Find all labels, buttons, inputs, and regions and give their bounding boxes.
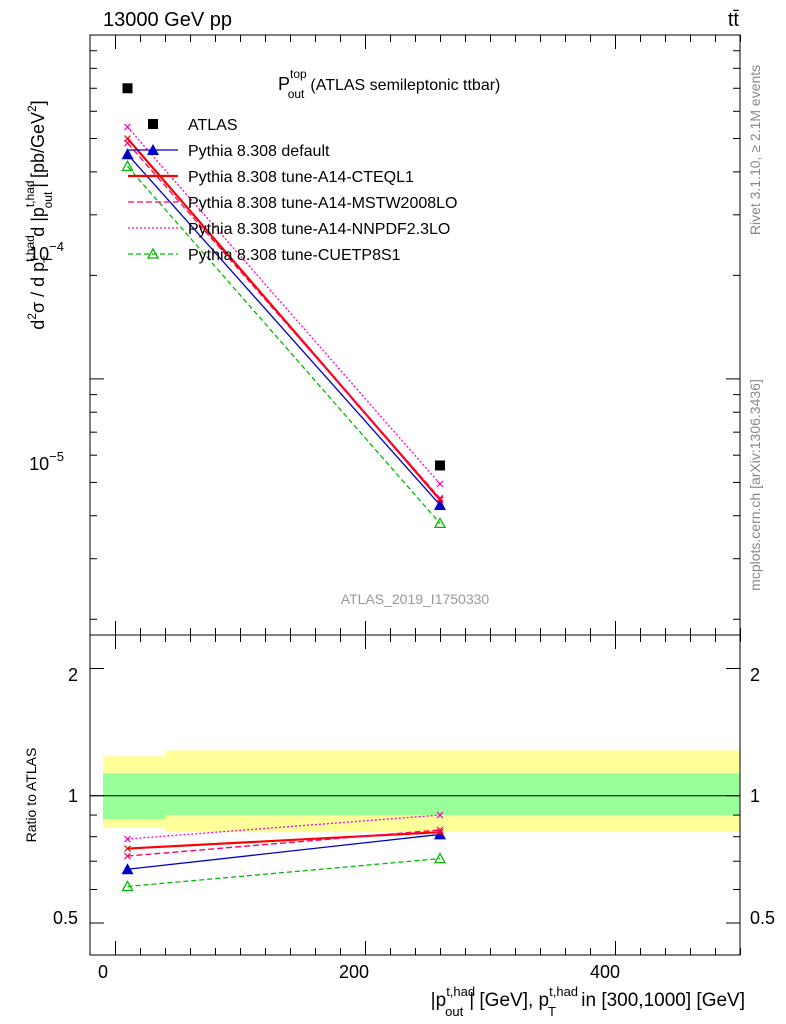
main-series-point-2-1 — [436, 494, 444, 502]
ylabel-part-close: ] — [28, 100, 48, 105]
rivet-label: Rivet 3.1.10, ≥ 2.1M events — [747, 65, 763, 235]
main-title-sub: out — [288, 87, 305, 101]
ratio-ylabel: Ratio to ATLAS — [23, 748, 39, 843]
xtick-label-0: 0 — [98, 962, 108, 982]
ylabel-part-d: d — [28, 320, 48, 330]
main-series-point-2-0 — [124, 139, 131, 147]
legend-marker-0 — [148, 119, 158, 129]
ylabel-part-out: out — [41, 191, 55, 208]
ratio-series-line-4 — [127, 857, 441, 888]
ylabel-part-tsup2: t,had — [23, 180, 37, 207]
ratio-ytick-0.5-right: 0.5 — [750, 908, 775, 928]
ratio-ytick-2-left: 2 — [68, 665, 78, 685]
analysis-id: ATLAS_2019_I1750330 — [341, 591, 490, 607]
xlabel-part-T: T — [548, 1004, 556, 1019]
data-point-1 — [435, 460, 445, 471]
main-series-line-4 — [127, 165, 441, 524]
ratio-band-inner-1 — [165, 773, 741, 816]
ytick-1e-5-base: 10 — [29, 454, 49, 474]
xtick-label-400: 400 — [590, 962, 620, 982]
ytick-1e-4-base: 10 — [29, 244, 49, 264]
legend-label-4: Pythia 8.308 tune-A14-NNPDF2.3LO — [188, 221, 450, 238]
xlabel-part-p: |p — [431, 990, 447, 1011]
ratio-series-line-0 — [127, 833, 441, 870]
main-title-sup: top — [290, 67, 307, 81]
main-title-suffix: (ATLAS semileptonic ttbar) — [310, 77, 500, 94]
xlabel-part-range: in [300,1000] [GeV] — [576, 990, 745, 1011]
xtick-label-200: 200 — [339, 962, 369, 982]
main-series-line-3 — [127, 126, 441, 485]
ratio-ytick-2-right: 2 — [750, 665, 760, 685]
ratio-series-point-0-0 — [121, 863, 134, 875]
ytick-1e-4-exp: −4 — [49, 239, 64, 254]
ratio-series-line-1 — [127, 831, 441, 850]
main-title-letter: P — [278, 74, 290, 94]
main-series-line-1 — [126, 137, 441, 501]
main-series-point-1-1 — [436, 496, 444, 504]
legend-label-1: Pythia 8.308 default — [188, 143, 330, 160]
ratio-series-line-2 — [127, 829, 441, 857]
ylabel-part-unit: | [pb/GeV — [28, 112, 48, 188]
main-series-point-3-1 — [436, 480, 444, 488]
ratio-series-point-0-1 — [434, 828, 446, 840]
legend-label-5: Pythia 8.308 tune-CUETP8S1 — [188, 247, 401, 264]
process-label: tt̄ — [728, 9, 740, 31]
ratio-series-point-1-0 — [124, 845, 131, 852]
main-series-point-0-0 — [121, 148, 134, 160]
legend-label-0: ATLAS — [188, 117, 238, 134]
legend-label-3: Pythia 8.308 tune-A14-MSTW2008LO — [188, 195, 457, 212]
ratio-plot-ticks — [90, 635, 741, 955]
legend-marker-5 — [146, 247, 160, 259]
ratio-series-point-4-0 — [121, 880, 134, 892]
ytick-1e-5-exp: −5 — [49, 449, 64, 464]
main-series-line-0 — [127, 153, 441, 506]
legend: ATLAS Pythia 8.308 default Pythia 8.308 tu… — [128, 117, 457, 264]
main-series-line-2 — [127, 142, 441, 499]
ratio-series-point-2-1 — [436, 826, 444, 834]
legend-label-2: Pythia 8.308 tune-A14-CTEQL1 — [188, 169, 414, 186]
ytick-label-1e-4: 10−4 — [29, 239, 64, 264]
ratio-ytick-0.5-left: 0.5 — [53, 908, 78, 928]
ratio-series-point-4-1 — [433, 852, 447, 864]
main-plot-data-layer — [121, 83, 447, 529]
main-series-point-3-0 — [124, 123, 131, 131]
energy-label: 13000 GeV pp — [103, 9, 232, 31]
xlabel-part-tsup1: t,had — [446, 984, 475, 999]
main-series-point-4-1 — [433, 517, 447, 529]
main-title: Ptop out (ATLAS semileptonic ttbar) — [278, 67, 500, 101]
ylabel-part-dp: d |p — [28, 207, 48, 242]
ylabel-part-tsup1: t,had — [23, 235, 37, 262]
ratio-series-point-3-1 — [436, 811, 444, 819]
main-plot-ticks — [90, 34, 741, 635]
ylabel-part-2b: 2 — [25, 105, 39, 112]
ratio-band-inner-0 — [103, 773, 166, 820]
ylabel-part-2: 2 — [25, 313, 39, 320]
ratio-series-line-3 — [127, 814, 441, 840]
ratio-ytick-1-right: 1 — [750, 786, 760, 806]
xlabel-part-out: out — [445, 1004, 463, 1019]
xlabel-part-tsup2: t,had — [549, 984, 578, 999]
ratio-series-point-2-0 — [124, 852, 131, 860]
ratio-series-point-3-0 — [124, 835, 131, 843]
ratio-plot-data-layer — [90, 750, 741, 892]
ylabel-part-T: T — [41, 255, 55, 263]
x-axis-label: |pt,had out| [GeV], pt,had T in [300,1000]… — [431, 984, 745, 1019]
main-series-point-0-1 — [434, 498, 446, 510]
xlabel-part-gev: | [GeV], p — [469, 990, 549, 1011]
ratio-ytick-1-left: 1 — [68, 786, 78, 806]
main-series-point-4-0 — [121, 160, 134, 172]
ylabel-part-sigma: σ / d p — [28, 262, 48, 313]
legend-marker-1 — [147, 144, 159, 155]
main-ylabel: d2σ / d pt,had T d |pt,had out| [pb/GeV2] — [23, 100, 55, 329]
data-point-0 — [122, 83, 133, 94]
ytick-label-1e-5: 10−5 — [29, 449, 64, 474]
site-label: mcplots.cern.ch [arXiv:1306.3436] — [747, 379, 763, 591]
